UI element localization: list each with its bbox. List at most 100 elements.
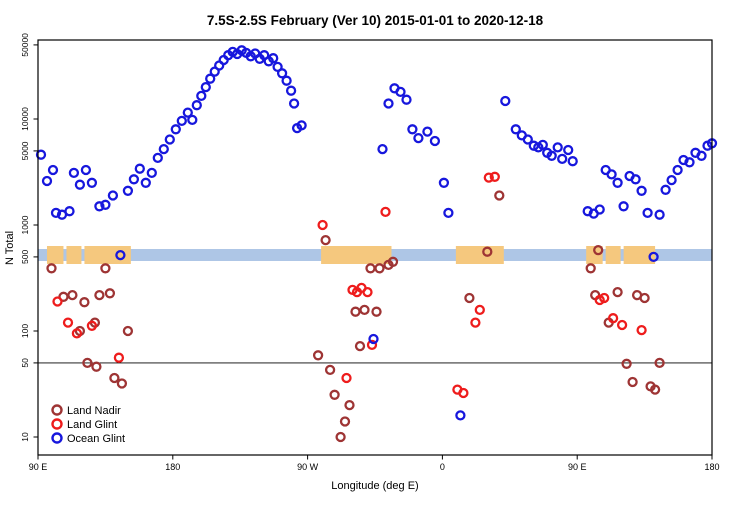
ocean-glint-point	[164, 134, 175, 145]
land-glint-point	[607, 313, 619, 324]
ocean-glint-point	[383, 98, 394, 109]
ocean-glint-point	[268, 53, 279, 64]
land-glint-point	[474, 304, 485, 316]
land-glint-point	[86, 320, 98, 331]
ocean-glint-point	[455, 410, 466, 421]
land-glint-point	[62, 317, 74, 328]
ocean-glint-point	[134, 163, 145, 174]
ocean-glint-point	[546, 150, 557, 161]
y-tick-label: 10000	[20, 107, 30, 131]
land-nadir-point	[365, 263, 376, 274]
land-glint-point	[489, 171, 500, 182]
land-nadir-point	[359, 304, 370, 316]
x-tick-label: 0	[440, 462, 445, 472]
y-tick-label: 10	[20, 432, 30, 442]
legend-label-land-glint: Land Glint	[67, 419, 117, 431]
ocean-glint-point	[176, 115, 187, 127]
ocean-glint-point	[594, 204, 605, 215]
ocean-glint-point	[47, 164, 59, 176]
x-tick-label: 90 E	[29, 462, 48, 472]
land-glint-point	[52, 296, 63, 307]
ocean-glint-point	[672, 164, 683, 176]
legend-marker-ocean-glint	[51, 432, 63, 444]
ocean-glint-point	[660, 184, 671, 195]
ocean-glint-point	[443, 207, 454, 219]
x-tick-label: 90 W	[297, 462, 319, 472]
chart-title: 7.5S-2.5S February (Ver 10) 2015-01-01 t…	[207, 13, 544, 28]
map-band-land	[321, 246, 392, 264]
land-glint-point	[599, 292, 610, 304]
ocean-glint-point	[395, 86, 406, 98]
ocean-glint-point	[612, 177, 623, 188]
land-nadir-point	[593, 244, 604, 256]
ocean-glint-point	[100, 199, 111, 210]
map-band	[38, 246, 712, 264]
land-nadir-point	[344, 399, 355, 411]
ocean-glint-point	[422, 126, 433, 137]
land-glint-point	[366, 339, 378, 351]
ocean-glint-point	[276, 68, 288, 79]
y-tick-label: 50000	[20, 33, 30, 57]
land-nadir-point	[621, 358, 632, 369]
ocean-glint-point	[552, 142, 563, 153]
land-nadir-point	[320, 234, 331, 246]
map-band-land	[66, 246, 82, 264]
ocean-glint-point	[666, 174, 677, 186]
ocean-glint-point	[567, 156, 578, 167]
ocean-glint-point	[35, 149, 47, 160]
land-glint-point	[113, 352, 125, 363]
land-nadir-point	[100, 263, 111, 274]
data-points	[35, 45, 718, 443]
land-nadir-point	[335, 431, 346, 443]
ocean-glint-point	[152, 152, 163, 164]
ocean-glint-point	[500, 95, 511, 107]
land-glint-point	[71, 328, 83, 339]
land-nadir-point	[109, 372, 120, 384]
legend-marker-land-glint	[51, 418, 63, 430]
map-band-land	[605, 246, 621, 264]
ocean-glint-point	[296, 120, 307, 131]
ocean-glint-point	[537, 139, 548, 151]
land-glint-point	[616, 319, 628, 331]
legend-label-land-nadir: Land Nadir	[67, 405, 121, 417]
land-nadir-point	[627, 376, 638, 388]
y-tick-label: 1000	[20, 215, 30, 234]
map-band-land	[623, 246, 656, 264]
land-glint-point	[458, 387, 469, 399]
land-glint-point	[341, 372, 352, 384]
land-nadir-point	[122, 325, 134, 337]
ocean-glint-point	[94, 201, 105, 212]
map-band-land	[46, 246, 64, 264]
land-nadir-point	[82, 357, 93, 369]
land-nadir-point	[67, 289, 78, 301]
ocean-glint-point	[187, 114, 198, 126]
ocean-glint-point	[510, 124, 521, 135]
land-nadir-point	[116, 378, 128, 389]
land-nadir-point	[585, 263, 596, 274]
ocean-glint-point	[182, 107, 193, 118]
ocean-glint-point	[696, 150, 707, 161]
ocean-glint-point	[377, 143, 388, 155]
ocean-glint-point	[407, 124, 418, 135]
ocean-glint-point	[684, 157, 695, 168]
ocean-glint-point	[41, 175, 53, 187]
land-nadir-point	[46, 263, 57, 274]
ocean-glint-point	[115, 249, 126, 261]
land-nadir-point	[91, 361, 102, 372]
ocean-glint-point	[642, 207, 653, 219]
y-axis-label: N Total	[4, 231, 16, 265]
ocean-glint-point	[648, 251, 659, 263]
land-nadir-point	[94, 289, 105, 301]
ocean-glint-point	[191, 100, 202, 111]
land-nadir-point	[464, 292, 475, 304]
legend-marker-land-nadir	[51, 404, 63, 416]
ocean-glint-point	[429, 135, 441, 147]
ocean-glint-point	[281, 75, 292, 86]
map-band-land	[586, 246, 603, 264]
y-tick-label: 5000	[20, 141, 30, 160]
map-band-land	[455, 246, 504, 264]
land-nadir-point	[494, 190, 505, 201]
ocean-glint-point	[146, 167, 157, 179]
land-nadir-point	[354, 340, 366, 352]
